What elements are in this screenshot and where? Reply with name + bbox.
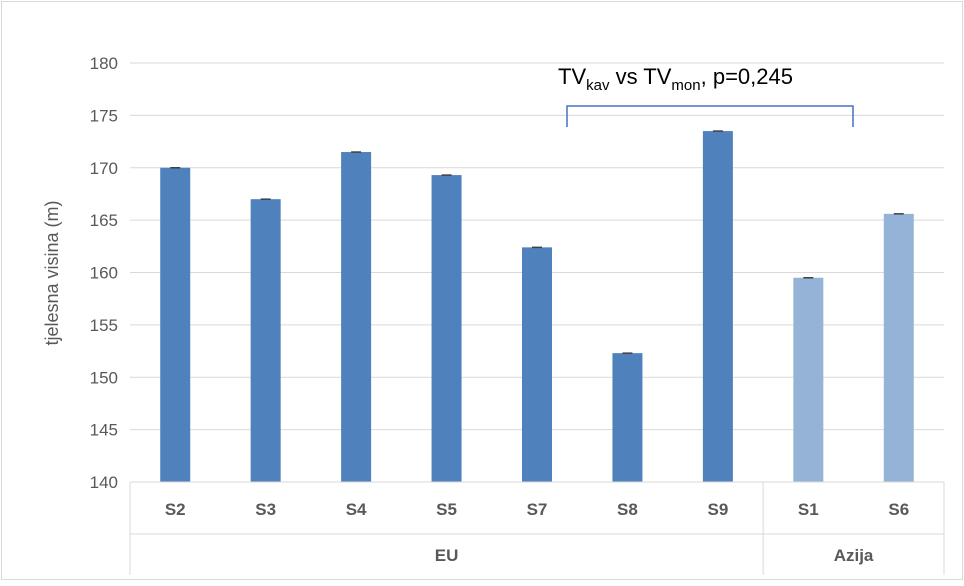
y-tick-label: 155 <box>90 316 118 335</box>
y-tick-labels: 140 145 150 155 160 165 170 175 180 <box>90 54 118 492</box>
bar <box>250 199 281 483</box>
category-axis: S2 S3 S4 S5 S7 S8 S9 S1 S6 EU Azija <box>129 481 945 575</box>
y-tick-label: 150 <box>90 368 118 387</box>
x-tick-label: S2 <box>165 500 186 519</box>
bar <box>160 167 191 482</box>
bar <box>341 152 372 482</box>
y-axis-title: tjelesna visina (m) <box>42 200 62 345</box>
annotation-sub2: mon <box>671 77 700 94</box>
bar <box>702 131 733 482</box>
annotation-bracket <box>566 105 854 127</box>
annotation-sub1: kav <box>586 77 610 94</box>
bar <box>431 175 462 482</box>
y-tick-label: 140 <box>90 473 118 492</box>
x-tick-label: S1 <box>798 500 819 519</box>
annotation-tv1: TV <box>558 64 586 89</box>
bar <box>522 247 552 482</box>
bar <box>883 213 914 482</box>
x-tick-label: S5 <box>436 500 457 519</box>
group-label: Azija <box>834 546 874 565</box>
y-tick-label: 160 <box>90 264 118 283</box>
annotation-mid: vs TV <box>609 64 671 89</box>
annotation-group: TVkav vs TVmon, p=0,245 <box>558 64 854 127</box>
x-tick-label: S8 <box>617 500 638 519</box>
group-label: EU <box>435 546 459 565</box>
x-tick-label: S4 <box>346 500 367 519</box>
y-tick-label: 170 <box>90 159 118 178</box>
y-tick-label: 180 <box>90 54 118 73</box>
bars <box>160 130 914 483</box>
x-tick-label: S6 <box>888 500 909 519</box>
bar <box>793 277 824 482</box>
annotation-text: TVkav vs TVmon, p=0,245 <box>558 64 793 94</box>
annotation-tail: , p=0,245 <box>701 64 793 89</box>
x-tick-label: S9 <box>707 500 728 519</box>
x-tick-label: S3 <box>255 500 276 519</box>
y-tick-label: 145 <box>90 421 118 440</box>
bar <box>612 353 643 482</box>
y-tick-label: 175 <box>90 106 118 125</box>
y-tick-label: 165 <box>90 211 118 230</box>
x-tick-label: S7 <box>527 500 548 519</box>
